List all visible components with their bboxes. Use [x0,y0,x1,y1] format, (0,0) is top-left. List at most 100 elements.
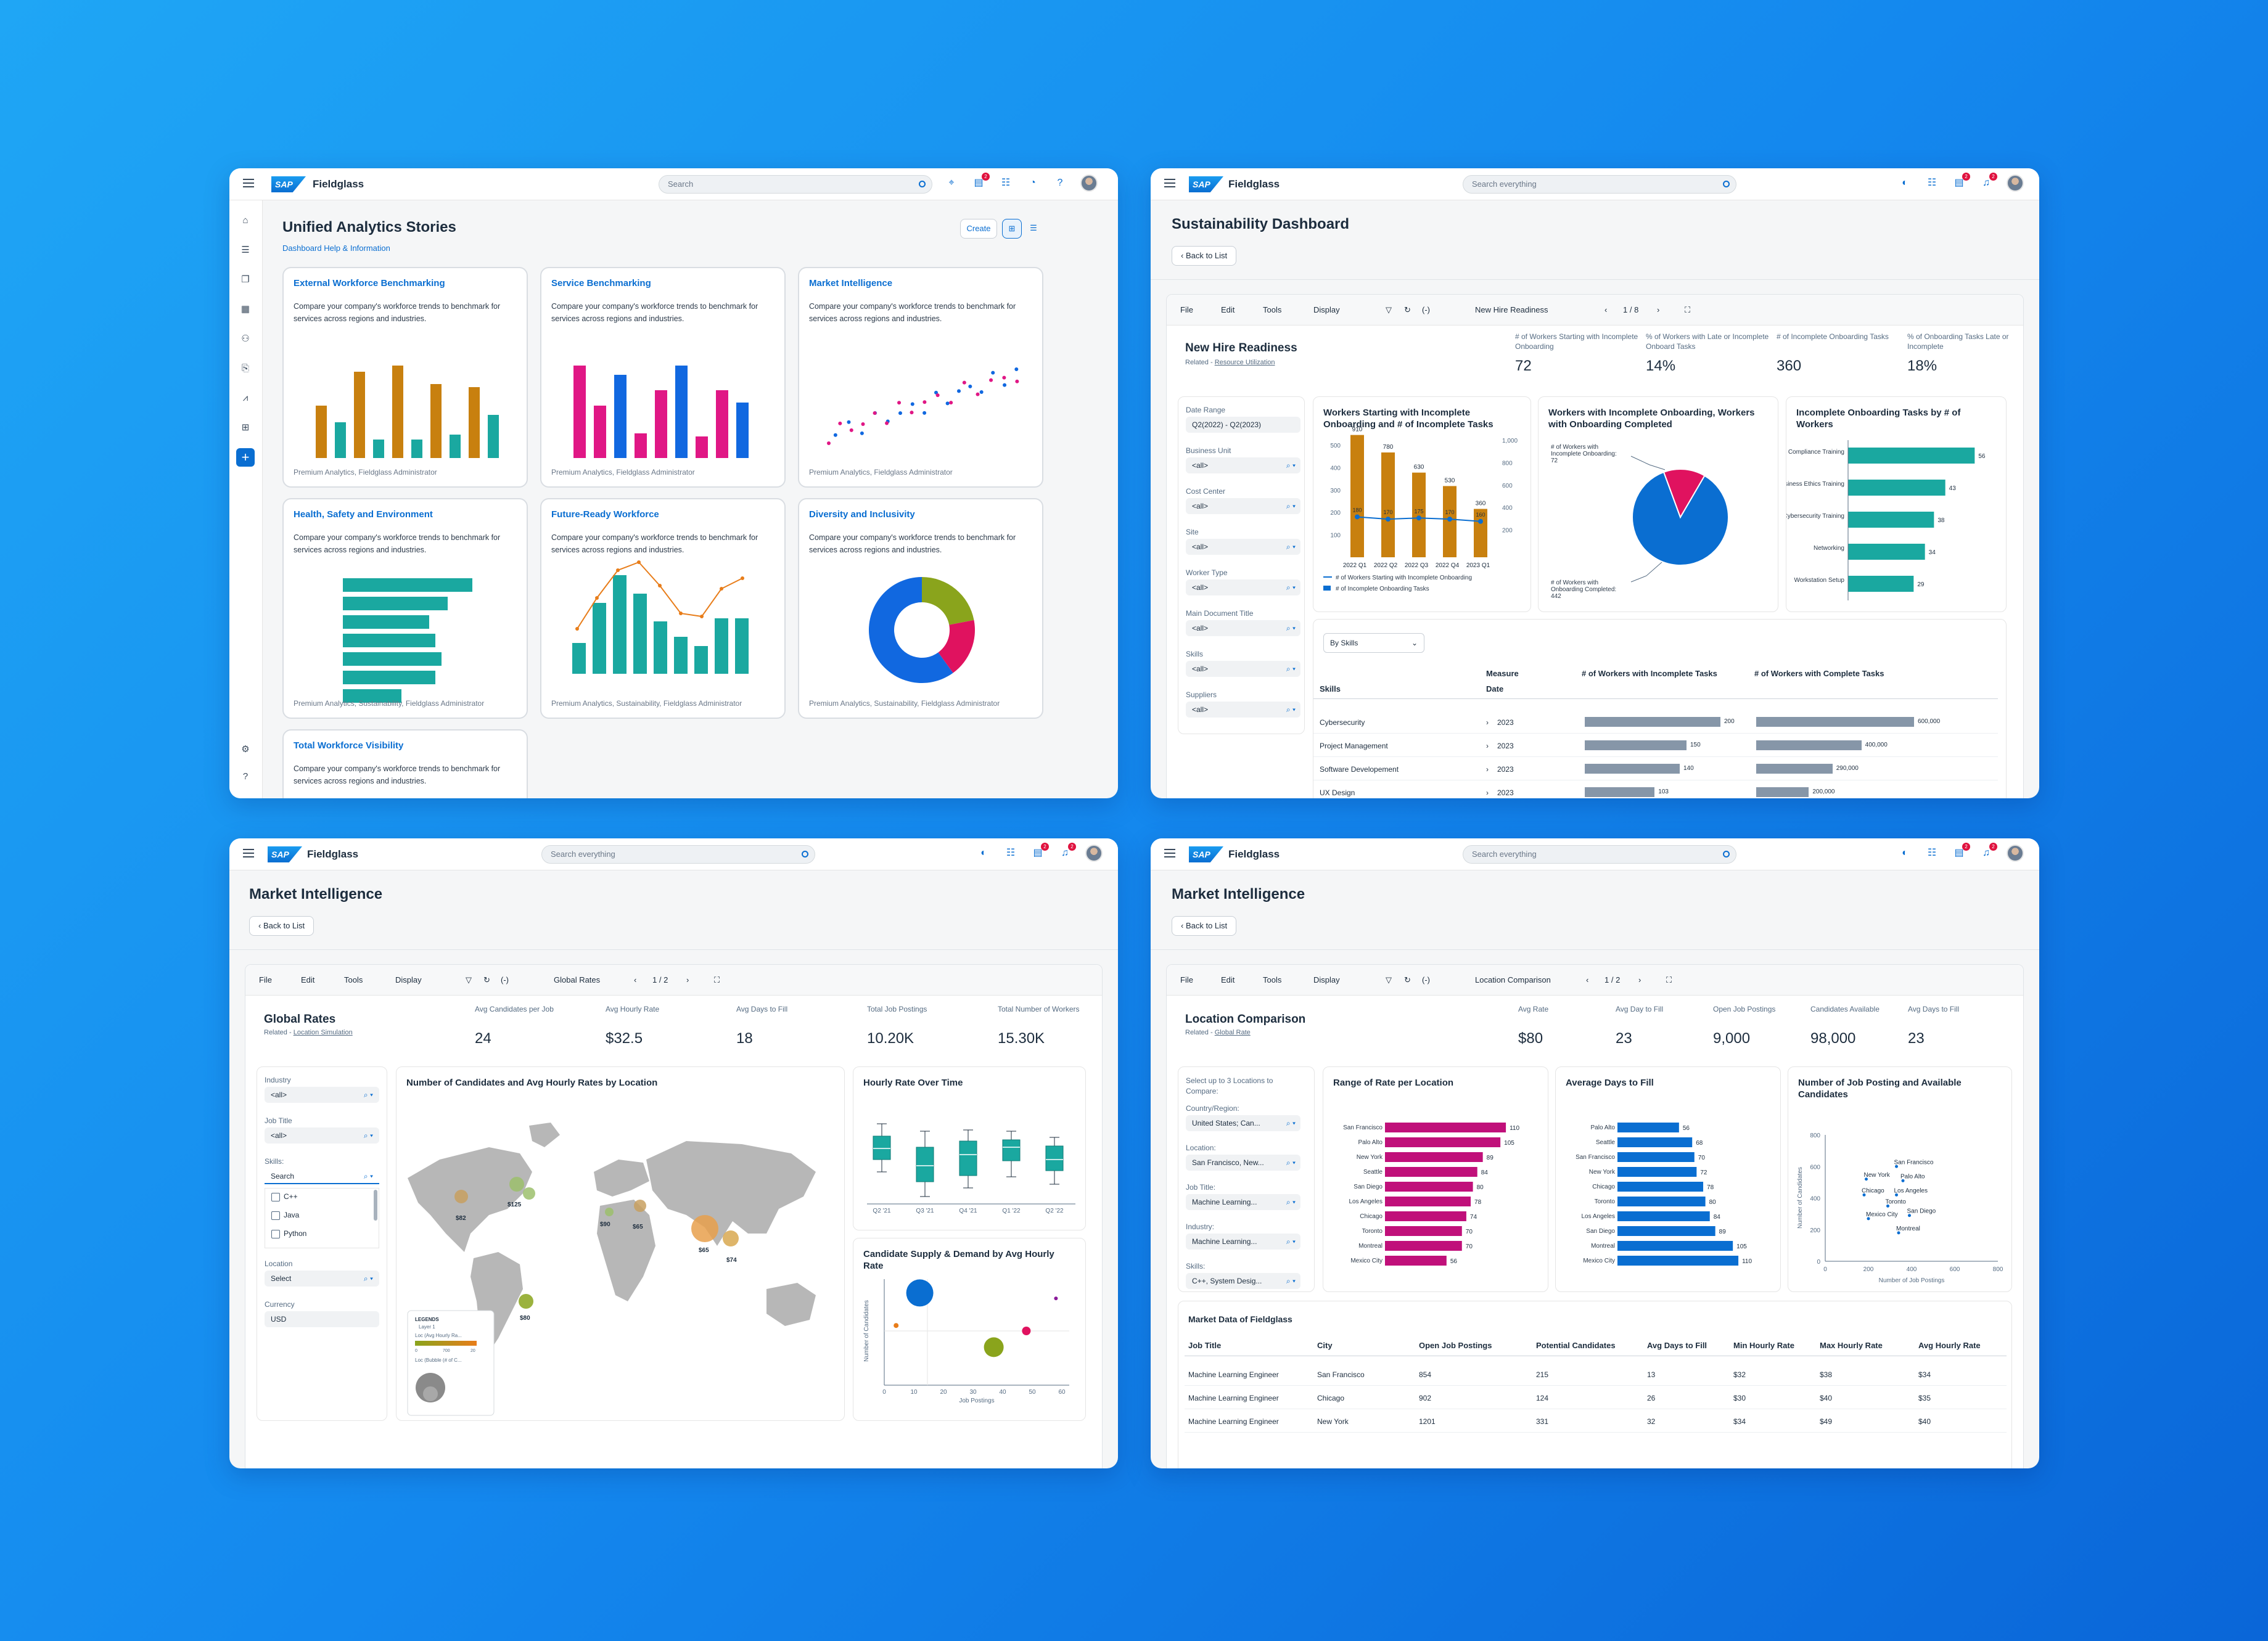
list-view-icon[interactable]: ☰ [1030,223,1037,232]
dashboard-help-link[interactable]: Dashboard Help & Information [282,243,390,253]
resource-utilization-link[interactable]: Resource Utilization [1214,359,1275,366]
filter-input[interactable]: San Francisco, New... ⌕ ▾ [1186,1155,1300,1171]
filter-input[interactable]: <all> ⌕ ▾ [1186,661,1300,677]
copilot-icon[interactable]: ◐ [980,848,987,858]
story-card[interactable]: Market Intelligence Compare your company'… [798,267,1043,488]
filter-icon[interactable]: ▽ [466,975,472,984]
expand-icon[interactable]: › [1486,765,1489,774]
settings-sliders-icon[interactable]: ☷ [1927,178,1937,188]
fullscreen-icon[interactable]: ⛶ [1685,305,1691,314]
back-to-list-button[interactable]: ‹ Back to List [1172,246,1237,266]
story-title[interactable]: Market Intelligence [809,278,893,289]
search-input[interactable]: Search everything [1463,845,1736,864]
next-page-icon[interactable]: › [1657,305,1660,314]
formula-icon[interactable]: (-) [1422,975,1430,984]
menu-icon[interactable] [1164,179,1175,187]
user-avatar[interactable] [1080,174,1098,192]
apps-icon[interactable]: ⊞ [241,422,250,433]
back-to-list-button[interactable]: ‹ Back to List [1172,916,1237,936]
fullscreen-icon[interactable]: ⛶ [1666,975,1672,984]
by-skills-select[interactable]: By Skills ⌄ [1323,633,1424,653]
menu-file[interactable]: File [1180,305,1193,314]
story-card[interactable]: Service Benchmarking Compare your company… [540,267,786,488]
value-help-icon[interactable]: ⌕ ▾ [1286,502,1296,510]
menu-tools[interactable]: Tools [344,975,363,984]
checkbox[interactable] [271,1192,280,1201]
checkbox[interactable] [271,1229,280,1238]
search-icon[interactable] [1723,181,1730,187]
filter-input[interactable]: Machine Learning... ⌕ ▾ [1186,1234,1300,1250]
user-avatar[interactable] [2007,174,2024,192]
tasks-icon[interactable]: ☰ [241,245,250,255]
fullscreen-icon[interactable]: ⛶ [714,975,720,984]
value-help-icon[interactable]: ⌕ ▾ [1286,461,1296,470]
filter-input[interactable]: United States; Can... ⌕ ▾ [1186,1115,1300,1131]
back-to-list-button[interactable]: ‹ Back to List [249,916,314,936]
industry-input[interactable]: <all> ⌕ ▾ [265,1087,379,1103]
story-card[interactable]: Total Workforce Visibility Compare your c… [282,729,528,798]
user-avatar[interactable] [2007,845,2024,862]
story-title[interactable]: Health, Safety and Environment [294,509,433,520]
checkbox[interactable] [271,1211,280,1220]
currency-input[interactable]: USD [265,1311,379,1327]
menu-tools[interactable]: Tools [1263,305,1282,314]
filter-input[interactable]: C++, System Desig... ⌕ ▾ [1186,1273,1300,1289]
bell-icon[interactable]: ♫ 2 [1058,843,1076,860]
skill-option[interactable]: C++ [271,1192,298,1201]
story-card[interactable]: Health, Safety and Environment Compare yo… [282,498,528,719]
search-input[interactable]: Search everything [1463,175,1736,194]
filter-icon[interactable]: ▽ [1386,975,1392,984]
menu-edit[interactable]: Edit [1221,975,1235,984]
expand-icon[interactable]: › [1486,718,1489,727]
refresh-icon[interactable]: ↻ [483,975,490,984]
story-card[interactable]: External Workforce Benchmarking Compare y… [282,267,528,488]
inbox-icon[interactable]: ▤ 2 [1952,173,1970,190]
bell-icon[interactable]: ♫ 2 [1979,173,1997,190]
menu-icon[interactable] [243,849,254,857]
search-input[interactable]: Search [659,175,932,194]
story-card[interactable]: Future-Ready Workforce Compare your compa… [540,498,786,719]
menu-file[interactable]: File [1180,975,1193,984]
filter-input[interactable]: <all> ⌕ ▾ [1186,498,1300,514]
menu-display[interactable]: Display [1313,975,1340,984]
search-icon[interactable] [802,851,808,857]
filter-input[interactable]: <all> ⌕ ▾ [1186,457,1300,473]
global-rate-link[interactable]: Global Rate [1214,1029,1251,1036]
add-button[interactable]: + [236,448,255,467]
view-select[interactable]: Location Comparison [1475,975,1551,984]
view-select[interactable]: Global Rates [554,975,601,984]
grid-view-icon[interactable]: ⊞ [1002,219,1022,239]
value-help-icon[interactable]: ⌕ ▾ [1286,583,1296,592]
refresh-icon[interactable]: ↻ [1404,975,1411,984]
filter-icon[interactable]: ▽ [1386,305,1392,314]
menu-edit[interactable]: Edit [1221,305,1235,314]
value-help-icon[interactable]: ⌕ ▾ [1286,624,1296,632]
story-title[interactable]: Service Benchmarking [551,278,651,289]
menu-icon[interactable] [1164,849,1175,857]
workflow-icon[interactable]: ⎘ [241,363,249,374]
value-help-icon[interactable]: ⌕ ▾ [1286,705,1296,714]
prev-page-icon[interactable]: ‹ [1604,305,1608,314]
reports-icon[interactable]: ▦ [240,304,250,314]
prev-page-icon[interactable]: ‹ [634,975,637,984]
expand-icon[interactable]: › [1486,742,1489,750]
story-title[interactable]: External Workforce Benchmarking [294,278,445,289]
search-icon[interactable] [1723,851,1730,857]
filter-input[interactable]: <all> ⌕ ▾ [1186,620,1300,636]
value-help-icon[interactable]: ⌕ ▾ [1286,1277,1296,1285]
job-title-input[interactable]: <all> ⌕ ▾ [265,1127,379,1144]
inbox-icon[interactable]: ▤ 2 [1031,843,1049,860]
inbox-icon[interactable]: ▤ 2 [972,173,990,190]
gear-icon[interactable]: ⚙ [241,744,250,755]
value-help-icon[interactable]: ⌕ ▾ [1286,542,1296,551]
skills-search-input[interactable]: Search ⌕ ▾ [265,1168,379,1184]
value-help-icon[interactable]: ⌕ ▾ [1286,1158,1296,1167]
formula-icon[interactable]: (-) [501,975,509,984]
next-page-icon[interactable]: › [686,975,689,984]
documents-icon[interactable]: ❐ [241,274,250,285]
menu-icon[interactable] [243,179,254,187]
create-button[interactable]: Create [960,219,997,239]
formula-icon[interactable]: (-) [1422,305,1430,314]
inbox-icon[interactable]: ▤ 2 [1952,843,1970,860]
expand-icon[interactable]: › [1486,788,1489,797]
